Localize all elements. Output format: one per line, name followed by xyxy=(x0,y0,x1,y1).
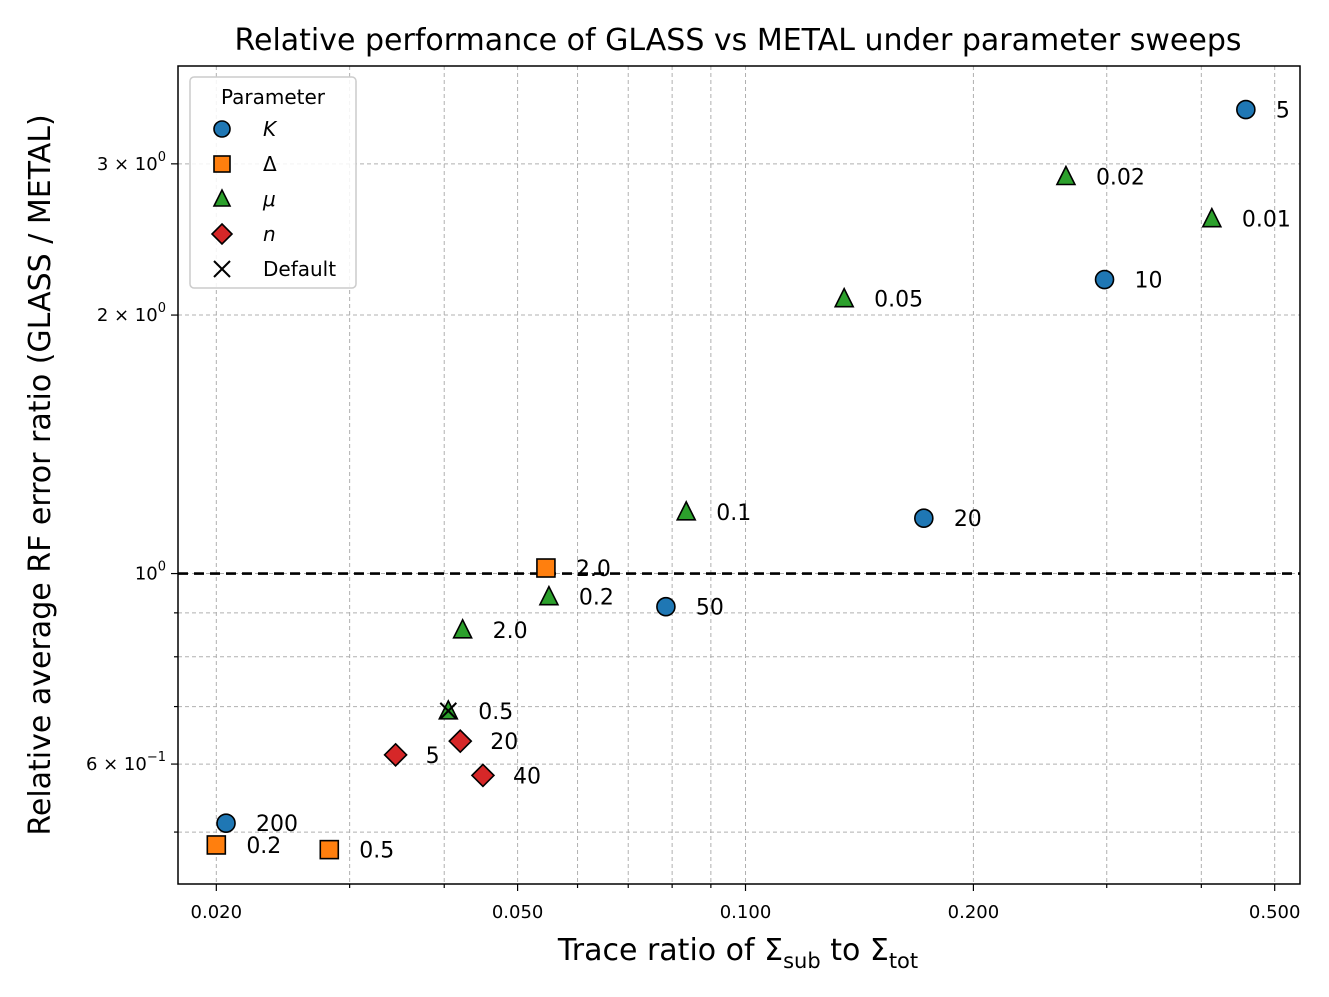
point-marker-triangle xyxy=(212,188,232,207)
y-tick-label: 3 × 100 xyxy=(97,150,166,175)
point-label: 2.0 xyxy=(576,557,611,582)
point-marker-circle xyxy=(656,596,676,617)
legend-entry-label: n xyxy=(263,222,276,246)
point-label: 0.1 xyxy=(716,501,751,526)
point-marker-diamond xyxy=(383,742,408,767)
x-tick-label: 0.100 xyxy=(720,902,772,923)
point-marker-circle xyxy=(1094,269,1115,290)
y-tick-label-exponent: 0 xyxy=(158,150,166,165)
point-label: 0.05 xyxy=(874,288,923,313)
point-label: 0.01 xyxy=(1242,208,1291,233)
y-tick-label-exponent: 0 xyxy=(158,560,166,575)
point-marker-triangle xyxy=(675,500,697,521)
point-marker-x xyxy=(439,702,458,720)
y-tick-label: 2 × 100 xyxy=(97,301,166,326)
y-tick-label-base: 6 × 10 xyxy=(86,754,147,775)
x-axis-label: Trace ratio of Σsub to Σtot xyxy=(557,933,918,973)
point-marker-circle xyxy=(216,813,236,834)
legend-entry-label: Default xyxy=(263,257,336,281)
point-label: 5 xyxy=(1276,99,1290,124)
plot-frame xyxy=(177,65,1301,885)
points-layer: 5 10 20 50 200 2.0 0.2 0.5 0.02 0.01 0.05 0.1 0.2 2.0… xyxy=(206,99,1291,864)
point-marker-diamond xyxy=(448,729,473,754)
legend-entry-label: Δ xyxy=(263,152,277,176)
x-stroke xyxy=(439,702,458,720)
point-marker-triangle xyxy=(452,618,473,639)
y-axis-label: Relative average RF error ratio (GLASS /… xyxy=(23,114,58,835)
point-marker-triangle xyxy=(538,584,560,606)
point-marker-x xyxy=(213,260,231,278)
x-axis-label-sub1: sub xyxy=(783,949,821,973)
legend-title: Parameter xyxy=(221,85,326,109)
point-label: 50 xyxy=(696,596,724,621)
x-tick-label: 0.200 xyxy=(948,902,1000,923)
point-label: 2.0 xyxy=(493,619,528,644)
x-stroke xyxy=(213,260,231,278)
y-tick-label-base: 3 × 10 xyxy=(97,154,158,175)
x-tick-label: 0.500 xyxy=(1249,902,1301,923)
point-marker-diamond xyxy=(210,222,234,246)
point-label: 0.2 xyxy=(246,834,281,859)
point-marker-circle xyxy=(213,120,231,138)
point-label: 0.02 xyxy=(1096,165,1145,190)
point-marker-triangle xyxy=(833,286,855,308)
y-tick-label-base: 2 × 10 xyxy=(97,305,158,326)
point-marker-triangle xyxy=(1055,164,1077,186)
point-label: 20 xyxy=(954,507,982,532)
chart-title: Relative performance of GLASS vs METAL u… xyxy=(234,23,1241,58)
point-label: 200 xyxy=(256,812,298,837)
y-tick-label-exponent: −1 xyxy=(147,750,166,765)
point-marker-square xyxy=(536,558,556,578)
point-label: 0.5 xyxy=(478,700,513,725)
point-marker-square xyxy=(213,155,231,173)
point-marker-circle xyxy=(1236,99,1256,120)
x-axis-label-main: Trace ratio of Σ xyxy=(557,933,783,968)
point-marker-circle xyxy=(914,508,934,529)
point-label: 40 xyxy=(513,764,541,789)
point-label: 5 xyxy=(426,744,440,769)
point-label: 20 xyxy=(490,730,518,755)
y-tick-label-base: 10 xyxy=(135,564,158,585)
point-marker-diamond xyxy=(470,763,496,788)
x-axis-label-mid: to Σ xyxy=(821,933,889,968)
y-tick-label: 6 × 10−1 xyxy=(86,750,166,775)
point-label: 10 xyxy=(1135,269,1163,294)
legend-entry-label: K xyxy=(263,117,278,141)
point-marker-square xyxy=(319,839,340,860)
x-tick-label: 0.020 xyxy=(191,902,243,923)
point-label: 0.5 xyxy=(359,839,394,864)
point-marker-square xyxy=(206,835,227,855)
x-tick-label: 0.050 xyxy=(492,902,544,923)
y-tick-label: 100 xyxy=(135,560,166,585)
point-marker-triangle xyxy=(1201,206,1223,228)
x-axis-label-sub2: tot xyxy=(889,949,918,973)
y-tick-label-exponent: 0 xyxy=(158,301,166,316)
point-label: 0.2 xyxy=(579,586,614,611)
legend-entry-label: μ xyxy=(262,187,276,211)
